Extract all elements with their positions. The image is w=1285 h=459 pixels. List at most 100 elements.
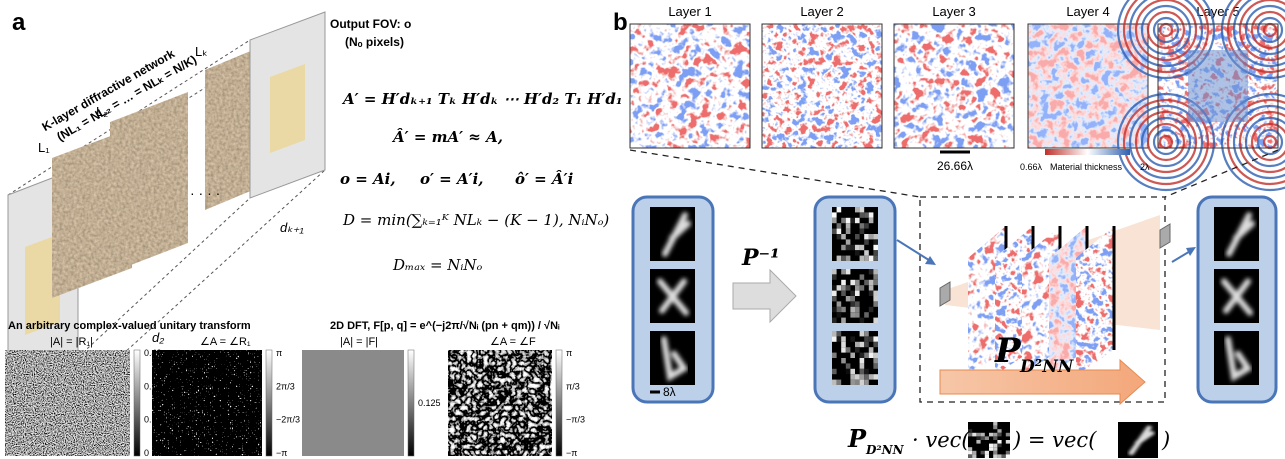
pixel [832,218,837,223]
layer-title: Layer 1 [668,4,711,19]
plots: |A| = |R₁|0.420.280.140∠A = ∠R₁π2π/3−2π/… [5,336,585,458]
pixel [873,239,878,244]
pixel [837,312,842,317]
pixel [855,280,860,285]
layer-center [1188,50,1248,122]
layer-map [762,24,882,148]
pixel [841,218,846,223]
colorbar-max: 2λ [1140,162,1150,172]
plot-title: |A| = |R₁| [50,336,93,348]
pixel [832,269,837,274]
layer-label: Lₖ [195,44,208,59]
pixel [1002,454,1006,458]
pixel [860,358,865,363]
pixel [860,331,865,336]
equation: Dₘₐₓ = NᵢNₒ [392,256,483,274]
colorbar [556,350,562,456]
colorbar-tick: −π [276,448,287,458]
pixel [993,444,997,448]
scale-label: 26.66λ [937,159,973,173]
pixel [860,353,865,358]
equation: ô′ = Â′i [515,170,574,188]
pixel [873,301,878,306]
plot-image [152,350,262,456]
pixel [846,223,851,228]
pixel [1006,451,1010,455]
pixel [864,212,869,217]
pixel [989,447,993,451]
pixel [832,331,837,336]
pixel [972,454,976,458]
pixel [869,256,874,261]
pixel [873,318,878,323]
pixel [850,380,855,385]
colorbar [134,350,140,456]
pixel [869,353,874,358]
pixel [832,274,837,279]
pixel [832,285,837,290]
pixel [873,296,878,301]
pixel [841,269,846,274]
pixel [1006,454,1010,458]
pixel [850,245,855,250]
layer-title: Layer 2 [800,4,843,19]
pixel [837,380,842,385]
pixel [846,296,851,301]
pixel [850,296,855,301]
pixel [850,374,855,379]
pixel [832,336,837,341]
pixel [860,245,865,250]
pixel-scale-label: 8λ [663,385,676,399]
output-subtitle: (Nₒ pixels) [345,35,404,49]
pixel [841,256,846,261]
pixel [855,307,860,312]
pixel [860,380,865,385]
pixel [855,301,860,306]
pixel [864,312,869,317]
ellipsis: · · · · [190,185,220,201]
plot-image [302,350,404,456]
pixel [997,440,1001,444]
pixel [976,440,980,444]
pixel [869,336,874,341]
colorbar [1045,149,1130,155]
pixel [832,229,837,234]
pixel [997,429,1001,433]
pixel [997,433,1001,437]
pixel [837,285,842,290]
pixel [869,218,874,223]
pixel [997,444,1001,448]
pixel [1006,440,1010,444]
pixel [864,342,869,347]
pixel [993,451,997,455]
pixel [841,291,846,296]
pixel [855,207,860,212]
pixel [850,353,855,358]
pixel [832,353,837,358]
pixel [993,433,997,437]
layer-map [894,24,1014,148]
page: Figure {"panel_a": { "label": "a", "netw… [0,0,1285,459]
pixel [869,234,874,239]
pixel [860,363,865,368]
pixel [869,374,874,379]
equation: o′ = A′i, [420,170,484,188]
pixel [846,218,851,223]
pixel [869,307,874,312]
pixel [860,256,865,261]
pixel [993,436,997,440]
equation-term: P [847,424,867,453]
plot-title: ∠A = ∠R₁ [200,336,251,348]
pixel [837,223,842,228]
colorbar-tick: −2π/3 [276,415,300,425]
output-fov [270,64,305,153]
pixel [846,245,851,250]
pixel [860,207,865,212]
pixel [850,218,855,223]
pixel [855,347,860,352]
pixel [855,380,860,385]
pixel [832,380,837,385]
layer-title: Layer 3 [932,4,975,19]
distance-label: dₖ₊₁ [280,220,304,235]
colorbar-title: Material thickness [1050,162,1123,172]
